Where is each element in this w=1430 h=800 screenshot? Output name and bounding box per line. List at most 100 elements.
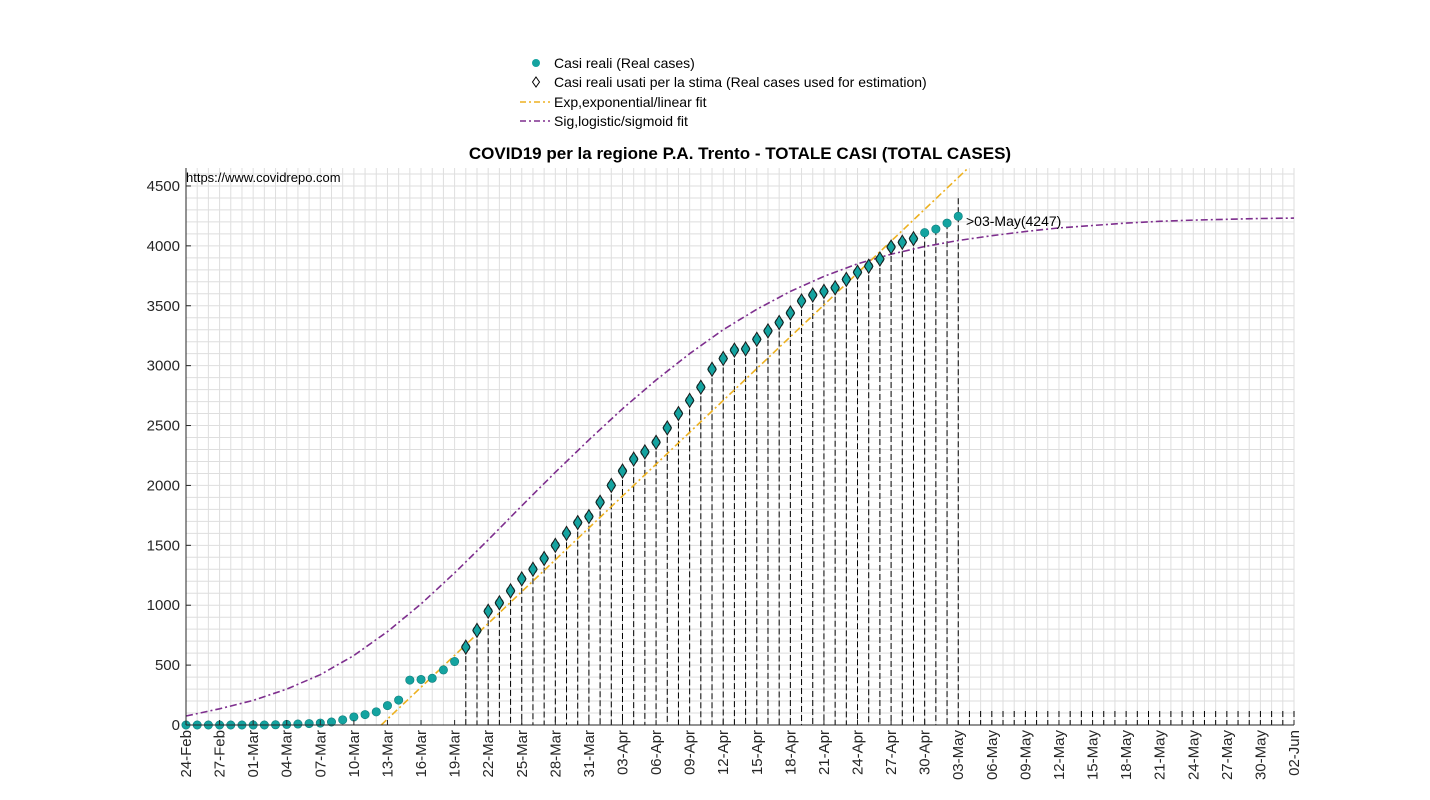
estimation-point: [908, 230, 919, 247]
real-case-point: [427, 673, 437, 683]
legend-marker-estimation: [531, 76, 541, 88]
watermark: https://www.covidrepo.com: [186, 170, 341, 185]
estimation-point: [617, 463, 628, 480]
estimation-point: [707, 361, 717, 378]
estimation-point: [740, 340, 751, 357]
chart-title: COVID19 per la regione P.A. Trento - TOT…: [469, 144, 1011, 163]
estimation-point: [494, 594, 505, 611]
data-points: [181, 211, 963, 730]
real-case-point: [338, 715, 348, 725]
real-case-point: [931, 224, 941, 234]
estimation-point: [774, 314, 784, 331]
x-tick-label: 12-Apr: [715, 730, 732, 775]
estimation-point: [606, 477, 617, 494]
x-tick-label: 13-Mar: [379, 730, 396, 778]
sigmoid-fit-line: [185, 217, 1295, 717]
legend-label-sig: Sig,logistic/sigmoid fit: [554, 113, 688, 129]
estimation-point: [550, 537, 561, 554]
y-tick-label: 2000: [147, 477, 180, 494]
y-tick-label: 1500: [147, 537, 180, 554]
x-tick-label: 28-Mar: [547, 730, 564, 778]
real-case-point: [326, 717, 336, 727]
x-tick-label: 09-Apr: [682, 730, 699, 775]
estimation-point: [472, 622, 482, 639]
y-tick-label: 3000: [147, 358, 180, 375]
y-tick-label: 500: [155, 657, 180, 674]
estimation-point: [729, 342, 740, 359]
real-case-point: [405, 675, 415, 685]
estimation-point: [662, 419, 673, 436]
x-tick-label: 21-Apr: [816, 730, 833, 775]
estimation-point: [841, 271, 852, 288]
x-tick-label: 24-Apr: [850, 730, 867, 775]
estimation-point: [572, 514, 583, 531]
real-case-point: [416, 674, 426, 684]
estimation-point: [673, 405, 684, 422]
estimation-point: [875, 251, 885, 268]
x-tick-label: 27-Apr: [883, 730, 900, 775]
real-case-point: [371, 707, 381, 717]
estimation-point: [628, 451, 639, 468]
estimation-point: [584, 508, 594, 525]
x-tick-label: 27-May: [1219, 730, 1236, 781]
real-case-point: [438, 665, 448, 675]
y-tick-label: 1000: [147, 597, 180, 614]
estimation-point: [785, 304, 796, 321]
x-tick-label: 15-Apr: [749, 730, 766, 775]
real-case-point: [382, 701, 392, 711]
legend: Casi reali (Real cases) Casi reali usati…: [520, 55, 927, 129]
x-tick-label: 03-May: [950, 730, 967, 781]
axes: 0 500 1000 1500 2000 2500 3000 3500 4000 4500 24-F…: [147, 168, 1303, 780]
estimation-point: [852, 264, 863, 281]
real-case-point: [293, 719, 303, 729]
estimation-stems: [465, 198, 1295, 725]
estimation-point: [640, 443, 650, 460]
y-tick-label: 4000: [147, 238, 180, 255]
estimation-point: [830, 279, 840, 296]
x-tick-label: 12-May: [1051, 730, 1068, 781]
estimation-point: [684, 392, 695, 409]
plot-area: [186, 168, 1294, 725]
estimation-point: [561, 525, 572, 542]
estimation-point: [886, 239, 896, 256]
real-case-point: [953, 211, 963, 221]
x-tick-label: 30-Apr: [917, 730, 934, 775]
x-tick-label: 06-May: [984, 730, 1001, 781]
y-tick-label: 3500: [147, 298, 180, 315]
real-case-point: [920, 228, 930, 238]
x-tick-label: 07-Mar: [312, 730, 329, 778]
x-tick-label: 15-May: [1085, 730, 1102, 781]
estimation-point: [483, 603, 493, 620]
legend-label-exp: Exp,exponential/linear fit: [554, 94, 707, 110]
legend-label-real: Casi reali (Real cases): [554, 55, 695, 71]
x-tick-label: 18-May: [1118, 730, 1135, 781]
real-case-point: [360, 710, 370, 720]
grid-layer: [185, 168, 1295, 726]
legend-marker-real: [532, 59, 540, 67]
x-tick-label: 19-Mar: [447, 730, 464, 778]
estimation-point: [505, 582, 516, 599]
x-tick-label: 22-Mar: [480, 730, 497, 778]
estimation-point: [863, 258, 874, 275]
x-tick-label: 27-Feb: [212, 730, 229, 778]
estimation-point: [528, 561, 538, 578]
x-tick-label: 10-Mar: [346, 730, 363, 778]
estimation-point: [796, 292, 807, 309]
x-tick-label: 16-Mar: [413, 730, 430, 778]
x-tick-label: 01-Mar: [245, 730, 262, 778]
x-tick-label: 04-Mar: [279, 730, 296, 778]
estimation-point: [595, 494, 605, 511]
real-case-point: [450, 657, 460, 667]
x-tick-label: 02-Jun: [1286, 730, 1303, 776]
estimation-point: [897, 234, 908, 251]
x-tick-label: 09-May: [1017, 730, 1034, 781]
estimation-point: [651, 434, 661, 451]
estimation-point: [539, 550, 549, 567]
x-tick-label: 06-Apr: [648, 730, 665, 775]
real-case-point: [304, 719, 314, 729]
estimation-point: [763, 322, 773, 339]
real-case-point: [942, 218, 952, 228]
estimation-point: [807, 287, 818, 303]
y-tick-label: 0: [172, 717, 180, 734]
